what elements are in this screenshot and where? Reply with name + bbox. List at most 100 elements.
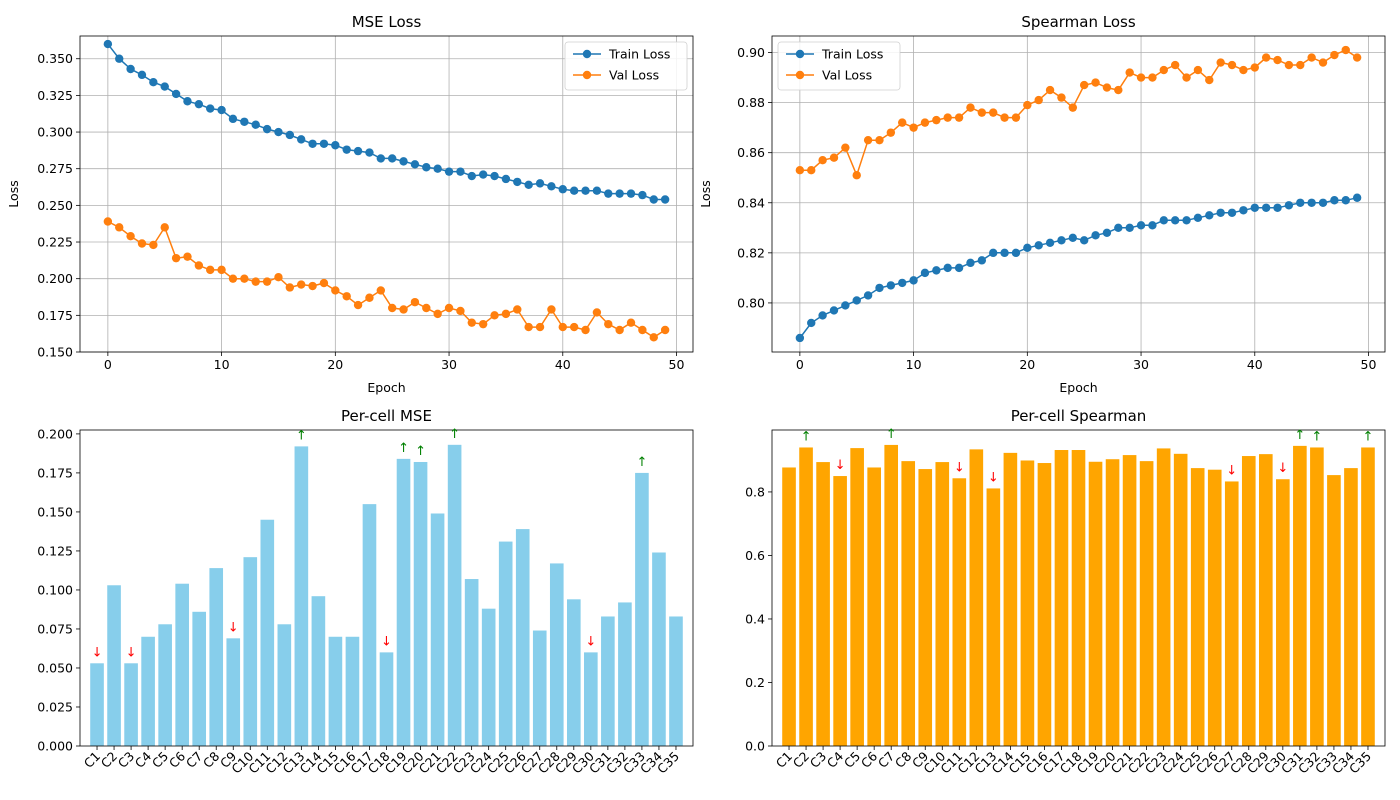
- bar-C26: [516, 529, 530, 746]
- chart-title: Per-cell MSE: [341, 407, 432, 425]
- bar-C7: [192, 612, 206, 746]
- data-point: [342, 145, 350, 153]
- bar-C15: [1021, 460, 1035, 746]
- data-point: [388, 154, 396, 162]
- bar-annotation-arrow: ↓: [228, 620, 239, 635]
- bar-C18: [1072, 450, 1086, 746]
- data-point: [1114, 224, 1122, 232]
- data-point: [297, 280, 305, 288]
- bar-C9: [226, 638, 240, 746]
- data-point: [604, 189, 612, 197]
- bar-C17: [1055, 450, 1069, 746]
- data-point: [1342, 46, 1350, 54]
- data-point: [468, 172, 476, 180]
- bar-annotation-arrow: ↑: [415, 444, 426, 459]
- data-point: [1012, 113, 1020, 121]
- bar-C28: [550, 563, 564, 746]
- data-point: [898, 279, 906, 287]
- bar-C33: [1327, 475, 1341, 746]
- bar-annotation-arrow: ↓: [1226, 463, 1237, 478]
- data-point: [627, 318, 635, 326]
- data-point: [1114, 86, 1122, 94]
- bar-C12: [278, 624, 292, 746]
- series-line-1: [800, 198, 1357, 338]
- bar-annotation-arrow: ↑: [1363, 429, 1374, 444]
- data-point: [320, 140, 328, 148]
- bar-C28: [1242, 456, 1256, 746]
- data-point: [411, 298, 419, 306]
- data-point: [1148, 73, 1156, 81]
- data-point: [1342, 196, 1350, 204]
- data-point: [206, 104, 214, 112]
- x-tick-label: 0: [104, 357, 112, 372]
- bar-C18: [380, 652, 394, 746]
- data-point: [490, 311, 498, 319]
- bar-C5: [850, 448, 864, 746]
- data-point: [411, 160, 419, 168]
- bar-C33: [635, 473, 649, 746]
- y-tick-label: 0.100: [37, 582, 73, 597]
- bar-annotation-arrow: ↓: [381, 634, 392, 649]
- data-point: [650, 195, 658, 203]
- chart-title: Per-cell Spearman: [1011, 407, 1147, 425]
- data-point: [308, 140, 316, 148]
- data-point: [536, 323, 544, 331]
- bar-C3: [816, 462, 830, 746]
- data-point: [1194, 214, 1202, 222]
- x-axis-label: Epoch: [1059, 380, 1097, 395]
- legend-label: Train Loss: [821, 47, 883, 62]
- data-point: [1103, 83, 1111, 91]
- data-point: [830, 306, 838, 314]
- data-point: [1057, 93, 1065, 101]
- data-point: [615, 189, 623, 197]
- y-tick-label: 0.86: [737, 145, 765, 160]
- data-point: [627, 189, 635, 197]
- data-point: [342, 292, 350, 300]
- data-point: [1205, 76, 1213, 84]
- data-point: [513, 178, 521, 186]
- data-point: [978, 256, 986, 264]
- data-point: [456, 307, 464, 315]
- data-point: [1171, 61, 1179, 69]
- y-axis-label: Loss: [6, 180, 21, 207]
- data-point: [377, 286, 385, 294]
- bar-C30: [1276, 479, 1290, 746]
- chart-title: Spearman Loss: [1021, 13, 1136, 31]
- bar-C13: [987, 488, 1001, 746]
- bar-C11: [260, 520, 274, 746]
- data-point: [1160, 216, 1168, 224]
- data-point: [1171, 216, 1179, 224]
- data-point: [818, 156, 826, 164]
- data-point: [1296, 61, 1304, 69]
- data-point: [841, 301, 849, 309]
- data-point: [217, 266, 225, 274]
- bar-C29: [567, 599, 581, 746]
- y-tick-label: 0.050: [37, 660, 73, 675]
- y-tick-label: 0.150: [37, 504, 73, 519]
- data-point: [1262, 53, 1270, 61]
- x-tick-label: 20: [1019, 357, 1035, 372]
- x-axis-label: Epoch: [367, 380, 405, 395]
- bar-annotation-arrow: ↓: [126, 645, 137, 660]
- bar-C34: [1344, 468, 1358, 746]
- data-point: [944, 113, 952, 121]
- data-point: [524, 323, 532, 331]
- data-point: [547, 182, 555, 190]
- x-tick-label: 0: [796, 357, 804, 372]
- bar-C35: [1361, 447, 1375, 746]
- data-point: [422, 304, 430, 312]
- data-point: [172, 90, 180, 98]
- data-point: [1069, 234, 1077, 242]
- data-point: [1353, 194, 1361, 202]
- data-point: [604, 320, 612, 328]
- bar-C13: [295, 446, 309, 746]
- data-point: [559, 185, 567, 193]
- bar-annotation-arrow: ↑: [636, 455, 647, 470]
- bar-annotation-arrow: ↓: [988, 470, 999, 485]
- data-point: [1160, 66, 1168, 74]
- bar-C21: [1123, 455, 1137, 746]
- data-point: [1034, 241, 1042, 249]
- data-point: [263, 277, 271, 285]
- bar-C7: [884, 445, 898, 746]
